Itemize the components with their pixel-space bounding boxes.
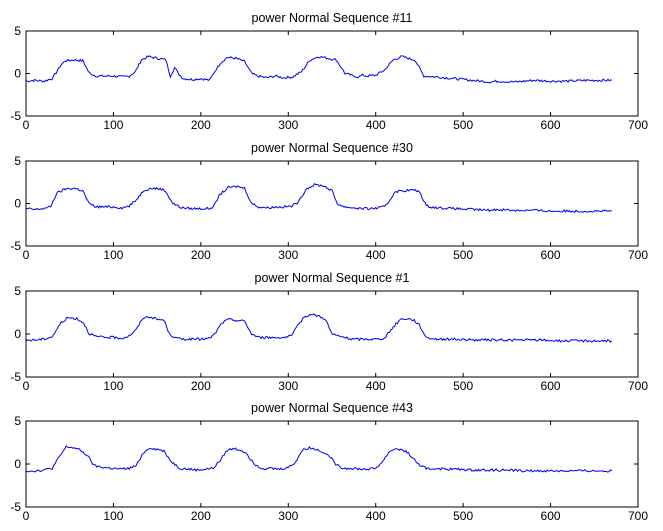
x-tick-label: 300	[278, 509, 298, 523]
y-tick-label: 0	[14, 327, 21, 341]
x-tick-label: 100	[103, 379, 123, 393]
x-tick-label: 600	[541, 379, 561, 393]
x-tick-label: 700	[628, 118, 648, 132]
x-tick-label: 600	[541, 118, 561, 132]
x-tick-label: 300	[278, 248, 298, 262]
y-tick-label: 5	[14, 24, 21, 38]
chart-title: power Normal Sequence #1	[255, 271, 410, 285]
x-tick-label: 700	[628, 509, 648, 523]
x-tick-label: 500	[453, 379, 473, 393]
x-tick-label: 0	[23, 118, 30, 132]
x-tick-label: 300	[278, 118, 298, 132]
y-tick-label: 5	[14, 414, 21, 428]
x-tick-label: 500	[453, 509, 473, 523]
y-tick-label: -5	[10, 109, 21, 123]
x-tick-label: 0	[23, 248, 30, 262]
y-tick-label: -5	[10, 370, 21, 384]
x-tick-label: 400	[366, 118, 386, 132]
x-tick-label: 700	[628, 248, 648, 262]
x-tick-label: 100	[103, 118, 123, 132]
y-tick-label: 5	[14, 154, 21, 168]
x-tick-label: 300	[278, 379, 298, 393]
axes-frame	[25, 30, 639, 117]
y-tick-label: 5	[14, 284, 21, 298]
chart-title: power Normal Sequence #43	[251, 401, 413, 415]
axes-frame	[25, 420, 639, 508]
subplot-4: power Normal Sequence #430 100 200 300 400 50…	[10, 401, 648, 523]
y-tick-label: 0	[14, 67, 21, 81]
x-tick-label: 100	[103, 248, 123, 262]
chart-title: power Normal Sequence #30	[251, 141, 413, 155]
x-tick-label: 200	[191, 509, 211, 523]
subplot-3: power Normal Sequence #1 0 100 200 300 400 500…	[10, 271, 648, 393]
subplot-1: power Normal Sequence #110 100 200 300 400 50…	[10, 11, 648, 132]
y-tick-label: 0	[14, 197, 21, 211]
x-tick-label: 500	[453, 118, 473, 132]
x-tick-label: 400	[366, 379, 386, 393]
x-tick-label: 100	[103, 509, 123, 523]
y-tick-label: -5	[10, 239, 21, 253]
x-tick-label: 0	[23, 509, 30, 523]
x-tick-label: 200	[191, 118, 211, 132]
x-tick-label: 500	[453, 248, 473, 262]
x-tick-label: 600	[541, 509, 561, 523]
x-tick-label: 700	[628, 379, 648, 393]
series-line	[25, 445, 613, 473]
x-tick-label: 200	[191, 248, 211, 262]
chart-title: power Normal Sequence #11	[252, 11, 413, 25]
axes-frame	[25, 160, 639, 247]
subplot-2: power Normal Sequence #300 100 200 300 400 50…	[10, 141, 648, 262]
x-tick-label: 400	[366, 509, 386, 523]
y-tick-label: -5	[10, 500, 21, 514]
x-tick-label: 400	[366, 248, 386, 262]
x-tick-label: 600	[541, 248, 561, 262]
x-tick-label: 200	[191, 379, 211, 393]
x-tick-label: 0	[23, 379, 30, 393]
series-line	[25, 182, 613, 213]
series-line	[25, 313, 613, 343]
y-tick-label: 0	[14, 457, 21, 471]
series-line	[25, 55, 612, 84]
